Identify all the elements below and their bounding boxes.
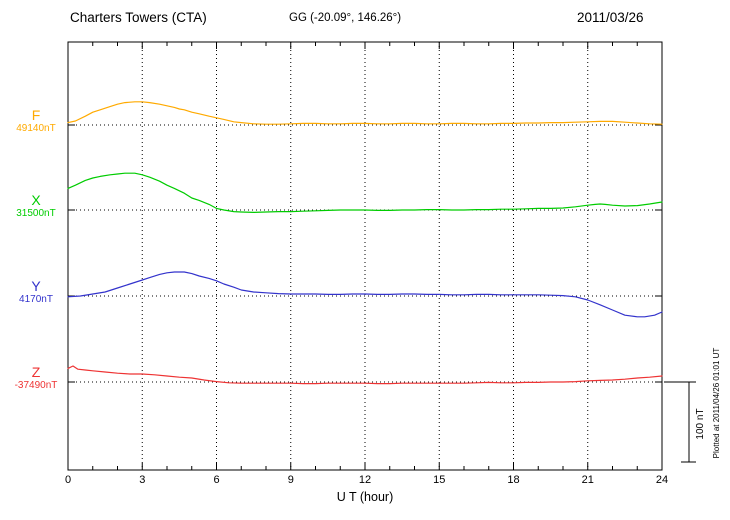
series-letter-x: X — [31, 192, 41, 208]
x-tick-label: 0 — [64, 474, 72, 486]
series-baseline-value-y: 4170nT — [19, 294, 53, 305]
trace-Y — [67, 271, 663, 318]
scale-bar-label: 100 nT — [695, 408, 706, 440]
x-tick-label: 15 — [433, 474, 446, 486]
trace-F — [67, 101, 663, 125]
series-letter-z: Z — [31, 364, 41, 380]
series-baseline-value-x: 31500nT — [16, 208, 56, 219]
series-letter-f: F — [31, 107, 41, 123]
plotted-at-note: Plotted at 2011/04/26 01:01 UT — [712, 347, 721, 459]
trace-Z — [67, 365, 663, 385]
x-tick-label: 18 — [507, 474, 520, 486]
x-tick-label: 21 — [581, 474, 594, 486]
x-tick-label: 9 — [287, 474, 294, 486]
x-tick-label: 3 — [139, 474, 146, 486]
series-letter-y: Y — [31, 278, 41, 294]
series-label-block-f: F 49140nT — [6, 108, 66, 135]
series-label-block-x: X 31500nT — [6, 193, 66, 220]
trace-X — [67, 172, 663, 213]
series-baseline-value-z: -37490nT — [14, 380, 58, 391]
x-tick-label: 6 — [213, 474, 220, 486]
x-tick-label: 12 — [358, 474, 372, 486]
station-coordinates: GG (-20.09°, 146.26°) — [289, 12, 402, 24]
plot-date: 2011/03/26 — [577, 10, 644, 25]
series-baseline-value-f: 49140nT — [16, 123, 56, 134]
station-title: Charters Towers (CTA) — [70, 10, 207, 25]
x-tick-label: 24 — [655, 474, 669, 486]
x-axis-label: U T (hour) — [336, 490, 394, 504]
series-label-block-z: Z -37490nT — [6, 365, 66, 392]
series-label-block-y: Y 4170nT — [6, 279, 66, 306]
